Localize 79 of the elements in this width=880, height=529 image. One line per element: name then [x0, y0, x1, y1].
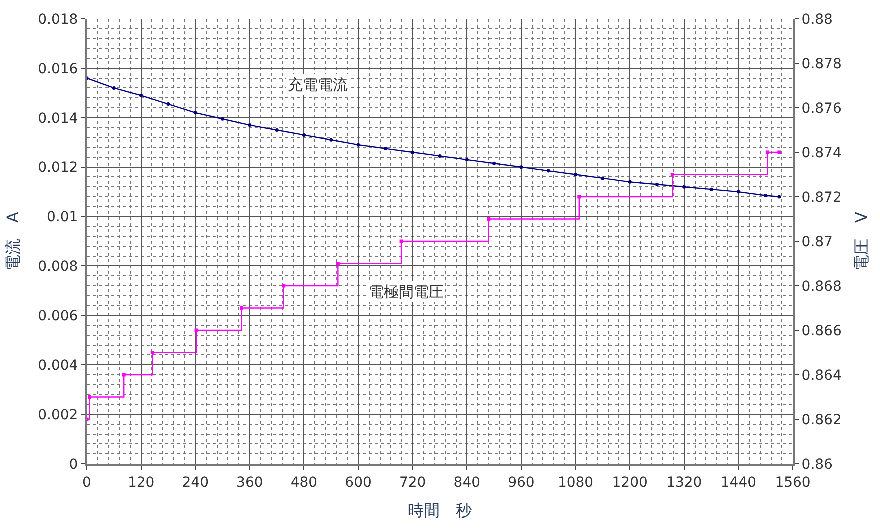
- point: [112, 86, 116, 90]
- y-tick-label: 0.016: [38, 61, 78, 78]
- point: [384, 147, 388, 151]
- point: [710, 188, 714, 192]
- point: [465, 158, 469, 162]
- point: [766, 150, 770, 154]
- point: [628, 180, 632, 184]
- x-tick-label: 0: [82, 474, 92, 491]
- point: [336, 262, 340, 266]
- y2-tick-label: 0.878: [802, 56, 842, 72]
- point: [601, 176, 605, 180]
- y2-tick-label: 0.874: [802, 145, 842, 162]
- point: [330, 138, 334, 142]
- y2-tick-label: 0.866: [802, 323, 842, 340]
- point: [194, 111, 198, 115]
- y2-tick-label: 0.864: [802, 368, 842, 384]
- point: [520, 166, 524, 170]
- point: [778, 150, 782, 154]
- x-tick-label: 360: [236, 474, 264, 491]
- y2-axis-title: 電圧 V: [852, 212, 872, 271]
- x-tick-label: 600: [345, 474, 372, 491]
- y2-tick-label: 0.876: [802, 100, 842, 117]
- point: [194, 328, 198, 332]
- x-tick-label: 1560: [775, 474, 811, 491]
- point: [248, 124, 252, 128]
- y2-tick-label: 0.87: [802, 234, 833, 250]
- y-tick-label: 0: [69, 456, 78, 473]
- point: [438, 154, 442, 158]
- x-tick-label: 1440: [720, 474, 757, 491]
- y-tick-label: 0.018: [38, 12, 78, 28]
- point: [221, 117, 225, 121]
- point: [736, 190, 740, 194]
- x-tick-label: 840: [454, 474, 481, 491]
- point: [302, 133, 306, 137]
- point: [122, 373, 126, 377]
- point: [487, 218, 491, 221]
- y-axis-title: 電流 A: [4, 212, 23, 271]
- y-tick-label: 0.012: [38, 160, 78, 176]
- point: [140, 94, 144, 98]
- y2-tick-label: 0.862: [802, 412, 842, 428]
- point: [578, 195, 582, 199]
- y-tick-label: 0.014: [38, 110, 78, 127]
- series-label: 電極間電圧: [369, 283, 444, 301]
- y2-tick-label: 0.868: [802, 278, 842, 295]
- y-tick-label: 0.008: [38, 259, 78, 276]
- x-tick-label: 120: [128, 474, 155, 491]
- y-tick-label: 0.004: [38, 358, 78, 374]
- y-tick-label: 0.006: [38, 308, 78, 325]
- point: [240, 306, 244, 310]
- x-tick-label: 1080: [558, 474, 594, 491]
- point: [778, 195, 782, 199]
- point: [492, 162, 496, 166]
- point: [655, 182, 659, 186]
- y2-tick-label: 0.872: [802, 190, 842, 206]
- x-tick-label: 720: [399, 474, 426, 491]
- point: [150, 351, 154, 354]
- y2-tick-label: 0.86: [802, 456, 834, 473]
- point: [764, 194, 768, 198]
- point: [411, 150, 415, 154]
- point: [682, 185, 686, 189]
- point: [282, 284, 286, 288]
- y-tick-label: 0.01: [47, 210, 78, 226]
- point: [356, 143, 360, 147]
- y2-tick-label: 0.88: [802, 12, 833, 28]
- y-tick-label: 0.002: [38, 407, 78, 424]
- point: [275, 128, 279, 132]
- point: [546, 169, 550, 173]
- point: [574, 173, 578, 176]
- text: 充電電流: [288, 76, 348, 94]
- point: [166, 102, 170, 106]
- point: [88, 396, 92, 399]
- point: [670, 173, 674, 176]
- x-tick-label: 1200: [612, 474, 648, 491]
- x-tick-label: 480: [290, 474, 318, 491]
- point: [400, 240, 404, 244]
- x-tick-label: 960: [508, 474, 535, 491]
- x-axis-title: 時間 秒: [408, 501, 472, 520]
- x-tick-label: 240: [182, 474, 209, 491]
- x-tick-label: 1320: [666, 474, 702, 491]
